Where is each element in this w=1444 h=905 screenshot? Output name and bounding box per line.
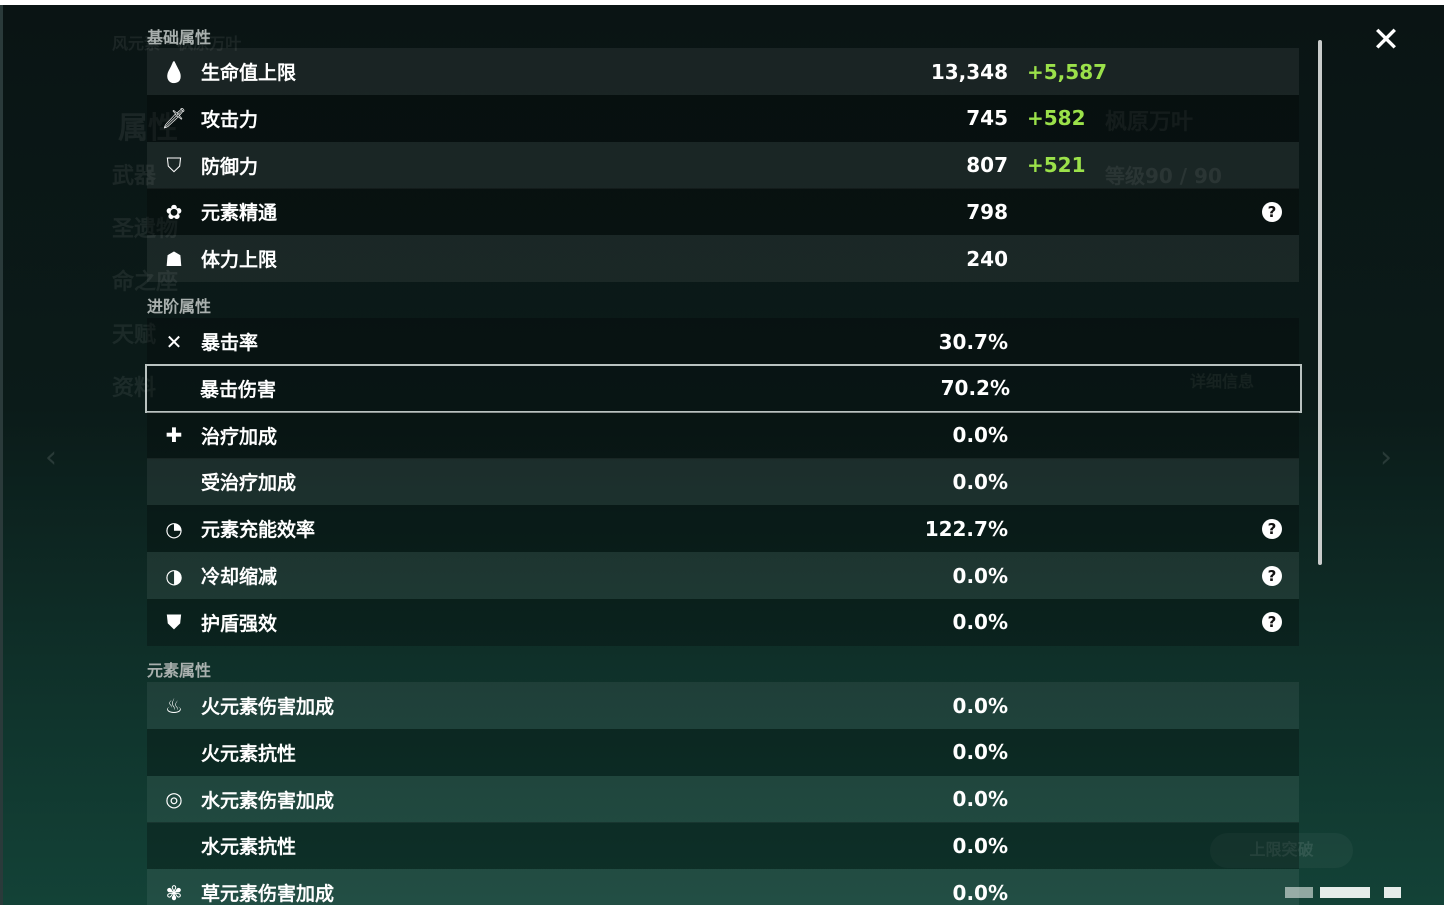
stat-label: 火元素抗性 bbox=[201, 742, 297, 765]
stat-row[interactable]: ✾ 草元素伤害加成 0.0% bbox=[147, 869, 1299, 905]
stat-value: 122.7% bbox=[924, 516, 1008, 541]
stat-value: 30.7% bbox=[938, 329, 1008, 354]
stat-label: 元素充能效率 bbox=[201, 519, 316, 542]
scrollbar[interactable] bbox=[1318, 40, 1322, 565]
stat-value: 798 bbox=[966, 199, 1008, 224]
stat-row[interactable]: ⛉ 防御力 807 +521 bbox=[147, 141, 1299, 189]
stat-row[interactable]: 火元素抗性 0.0% bbox=[147, 728, 1299, 776]
bg-menu-attributes: 属性 bbox=[118, 111, 178, 146]
section-advanced-attributes: 进阶属性 bbox=[147, 297, 212, 316]
stat-value: 0.0% bbox=[952, 423, 1008, 448]
stat-label: 草元素伤害加成 bbox=[201, 883, 335, 905]
hp-drop-icon: 💧 bbox=[161, 59, 187, 84]
watermark bbox=[1384, 887, 1401, 898]
bg-character-title: 风元素 · 枫原万叶 bbox=[112, 34, 242, 53]
help-icon[interactable]: ? bbox=[1262, 201, 1282, 222]
stat-row[interactable]: ☗ 体力上限 240 bbox=[147, 235, 1299, 283]
stat-row[interactable]: ⛊ 护盾强效 0.0%? bbox=[147, 598, 1299, 646]
stat-label: 攻击力 bbox=[201, 108, 259, 131]
stat-row[interactable]: 暴击伤害 70.2% bbox=[145, 363, 1302, 413]
stamina-icon: ☗ bbox=[165, 246, 183, 271]
watermark bbox=[1285, 887, 1313, 898]
stat-row[interactable]: 水元素抗性 0.0% bbox=[147, 822, 1299, 870]
dendro-icon: ✾ bbox=[165, 880, 183, 905]
stat-value: 807 bbox=[966, 153, 1008, 178]
help-icon[interactable]: ? bbox=[1262, 518, 1282, 539]
stat-label: 受治疗加成 bbox=[201, 472, 297, 495]
stat-row[interactable]: 💧 生命值上限 13,348 +5,587 bbox=[147, 48, 1299, 95]
stat-value: 0.0% bbox=[952, 610, 1008, 635]
cooldown-icon: ◑ bbox=[165, 563, 183, 588]
section-elemental-attributes: 元素属性 bbox=[147, 661, 212, 680]
stat-value: 70.2% bbox=[940, 376, 1010, 401]
stat-row[interactable]: ✿ 元素精通 798? bbox=[147, 188, 1299, 236]
prev-arrow-icon: ‹ bbox=[45, 440, 57, 475]
stat-label: 冷却缩减 bbox=[201, 566, 278, 588]
stat-row[interactable]: ◔ 元素充能效率 122.7%? bbox=[147, 505, 1299, 553]
stat-value: 240 bbox=[966, 246, 1008, 271]
stat-row[interactable]: ◑ 冷却缩减 0.0%? bbox=[147, 552, 1299, 599]
next-arrow-icon: › bbox=[1380, 440, 1392, 475]
stat-label: 暴击伤害 bbox=[200, 378, 277, 401]
close-button[interactable]: ✕ bbox=[1371, 20, 1401, 60]
stat-label: 火元素伤害加成 bbox=[201, 696, 335, 718]
stat-row[interactable]: ✕ 暴击率 30.7% bbox=[147, 318, 1299, 365]
hydro-icon: ◎ bbox=[165, 787, 183, 812]
bg-detail-button: 详细信息 bbox=[1190, 372, 1255, 391]
stat-value: 0.0% bbox=[952, 563, 1008, 588]
bg-menu-talents: 天赋 bbox=[112, 323, 157, 348]
elemental-mastery-icon: ✿ bbox=[165, 199, 183, 224]
crit-rate-icon: ✕ bbox=[165, 329, 183, 354]
help-icon[interactable]: ? bbox=[1262, 612, 1282, 633]
stat-row[interactable]: 受治疗加成 0.0% bbox=[147, 458, 1299, 506]
shield-strength-icon: ⛊ bbox=[166, 610, 182, 635]
bg-level: 等级90 / 90 bbox=[1105, 164, 1222, 188]
stat-value: 0.0% bbox=[952, 693, 1008, 718]
window-top-border bbox=[0, 0, 1444, 5]
stat-row[interactable]: ♨ 火元素伤害加成 0.0% bbox=[147, 682, 1299, 729]
stat-label: 治疗加成 bbox=[201, 425, 278, 448]
shield-icon: ⛉ bbox=[166, 153, 182, 178]
bg-menu-weapon: 武器 bbox=[112, 164, 157, 189]
healing-cross-icon: ✚ bbox=[165, 423, 183, 448]
stat-bonus: +521 bbox=[1027, 153, 1086, 178]
stat-value: 0.0% bbox=[952, 787, 1008, 812]
stat-value: 0.0% bbox=[952, 833, 1008, 858]
stat-row[interactable]: ◎ 水元素伤害加成 0.0% bbox=[147, 775, 1299, 823]
bg-ascend-button: 上限突破 bbox=[1210, 833, 1353, 868]
stat-bonus: +582 bbox=[1027, 106, 1086, 131]
stat-label: 暴击率 bbox=[201, 332, 259, 354]
stat-label: 生命值上限 bbox=[201, 62, 297, 84]
stat-value: 745 bbox=[966, 106, 1008, 131]
stat-label: 水元素伤害加成 bbox=[201, 789, 335, 812]
sword-icon: 🗡 bbox=[161, 106, 187, 131]
pyro-icon: ♨ bbox=[165, 693, 183, 718]
stat-label: 护盾强效 bbox=[201, 612, 278, 635]
help-icon[interactable]: ? bbox=[1262, 565, 1282, 586]
stat-row[interactable]: 🗡 攻击力 745 +582 bbox=[147, 94, 1299, 142]
stat-value: 0.0% bbox=[952, 740, 1008, 765]
bg-menu-constellation: 命之座 bbox=[112, 270, 179, 295]
watermark bbox=[1320, 887, 1370, 898]
stat-bonus: +5,587 bbox=[1027, 59, 1108, 84]
stat-value: 0.0% bbox=[952, 880, 1008, 905]
stat-label: 体力上限 bbox=[201, 249, 278, 272]
bg-menu-artifacts: 圣遗物 bbox=[112, 217, 179, 242]
stat-label: 防御力 bbox=[201, 155, 259, 178]
bg-character-name: 枫原万叶 bbox=[1105, 110, 1194, 135]
section-base-attributes: 基础属性 bbox=[147, 28, 212, 47]
stat-row[interactable]: ✚ 治疗加成 0.0% bbox=[147, 411, 1299, 459]
energy-recharge-icon: ◔ bbox=[165, 516, 183, 541]
stat-label: 水元素抗性 bbox=[201, 836, 297, 859]
stat-value: 13,348 bbox=[930, 59, 1008, 84]
stat-label: 元素精通 bbox=[201, 202, 278, 225]
window-left-border bbox=[0, 5, 3, 905]
stat-value: 0.0% bbox=[952, 469, 1008, 494]
bg-menu-profile: 资料 bbox=[112, 376, 157, 401]
